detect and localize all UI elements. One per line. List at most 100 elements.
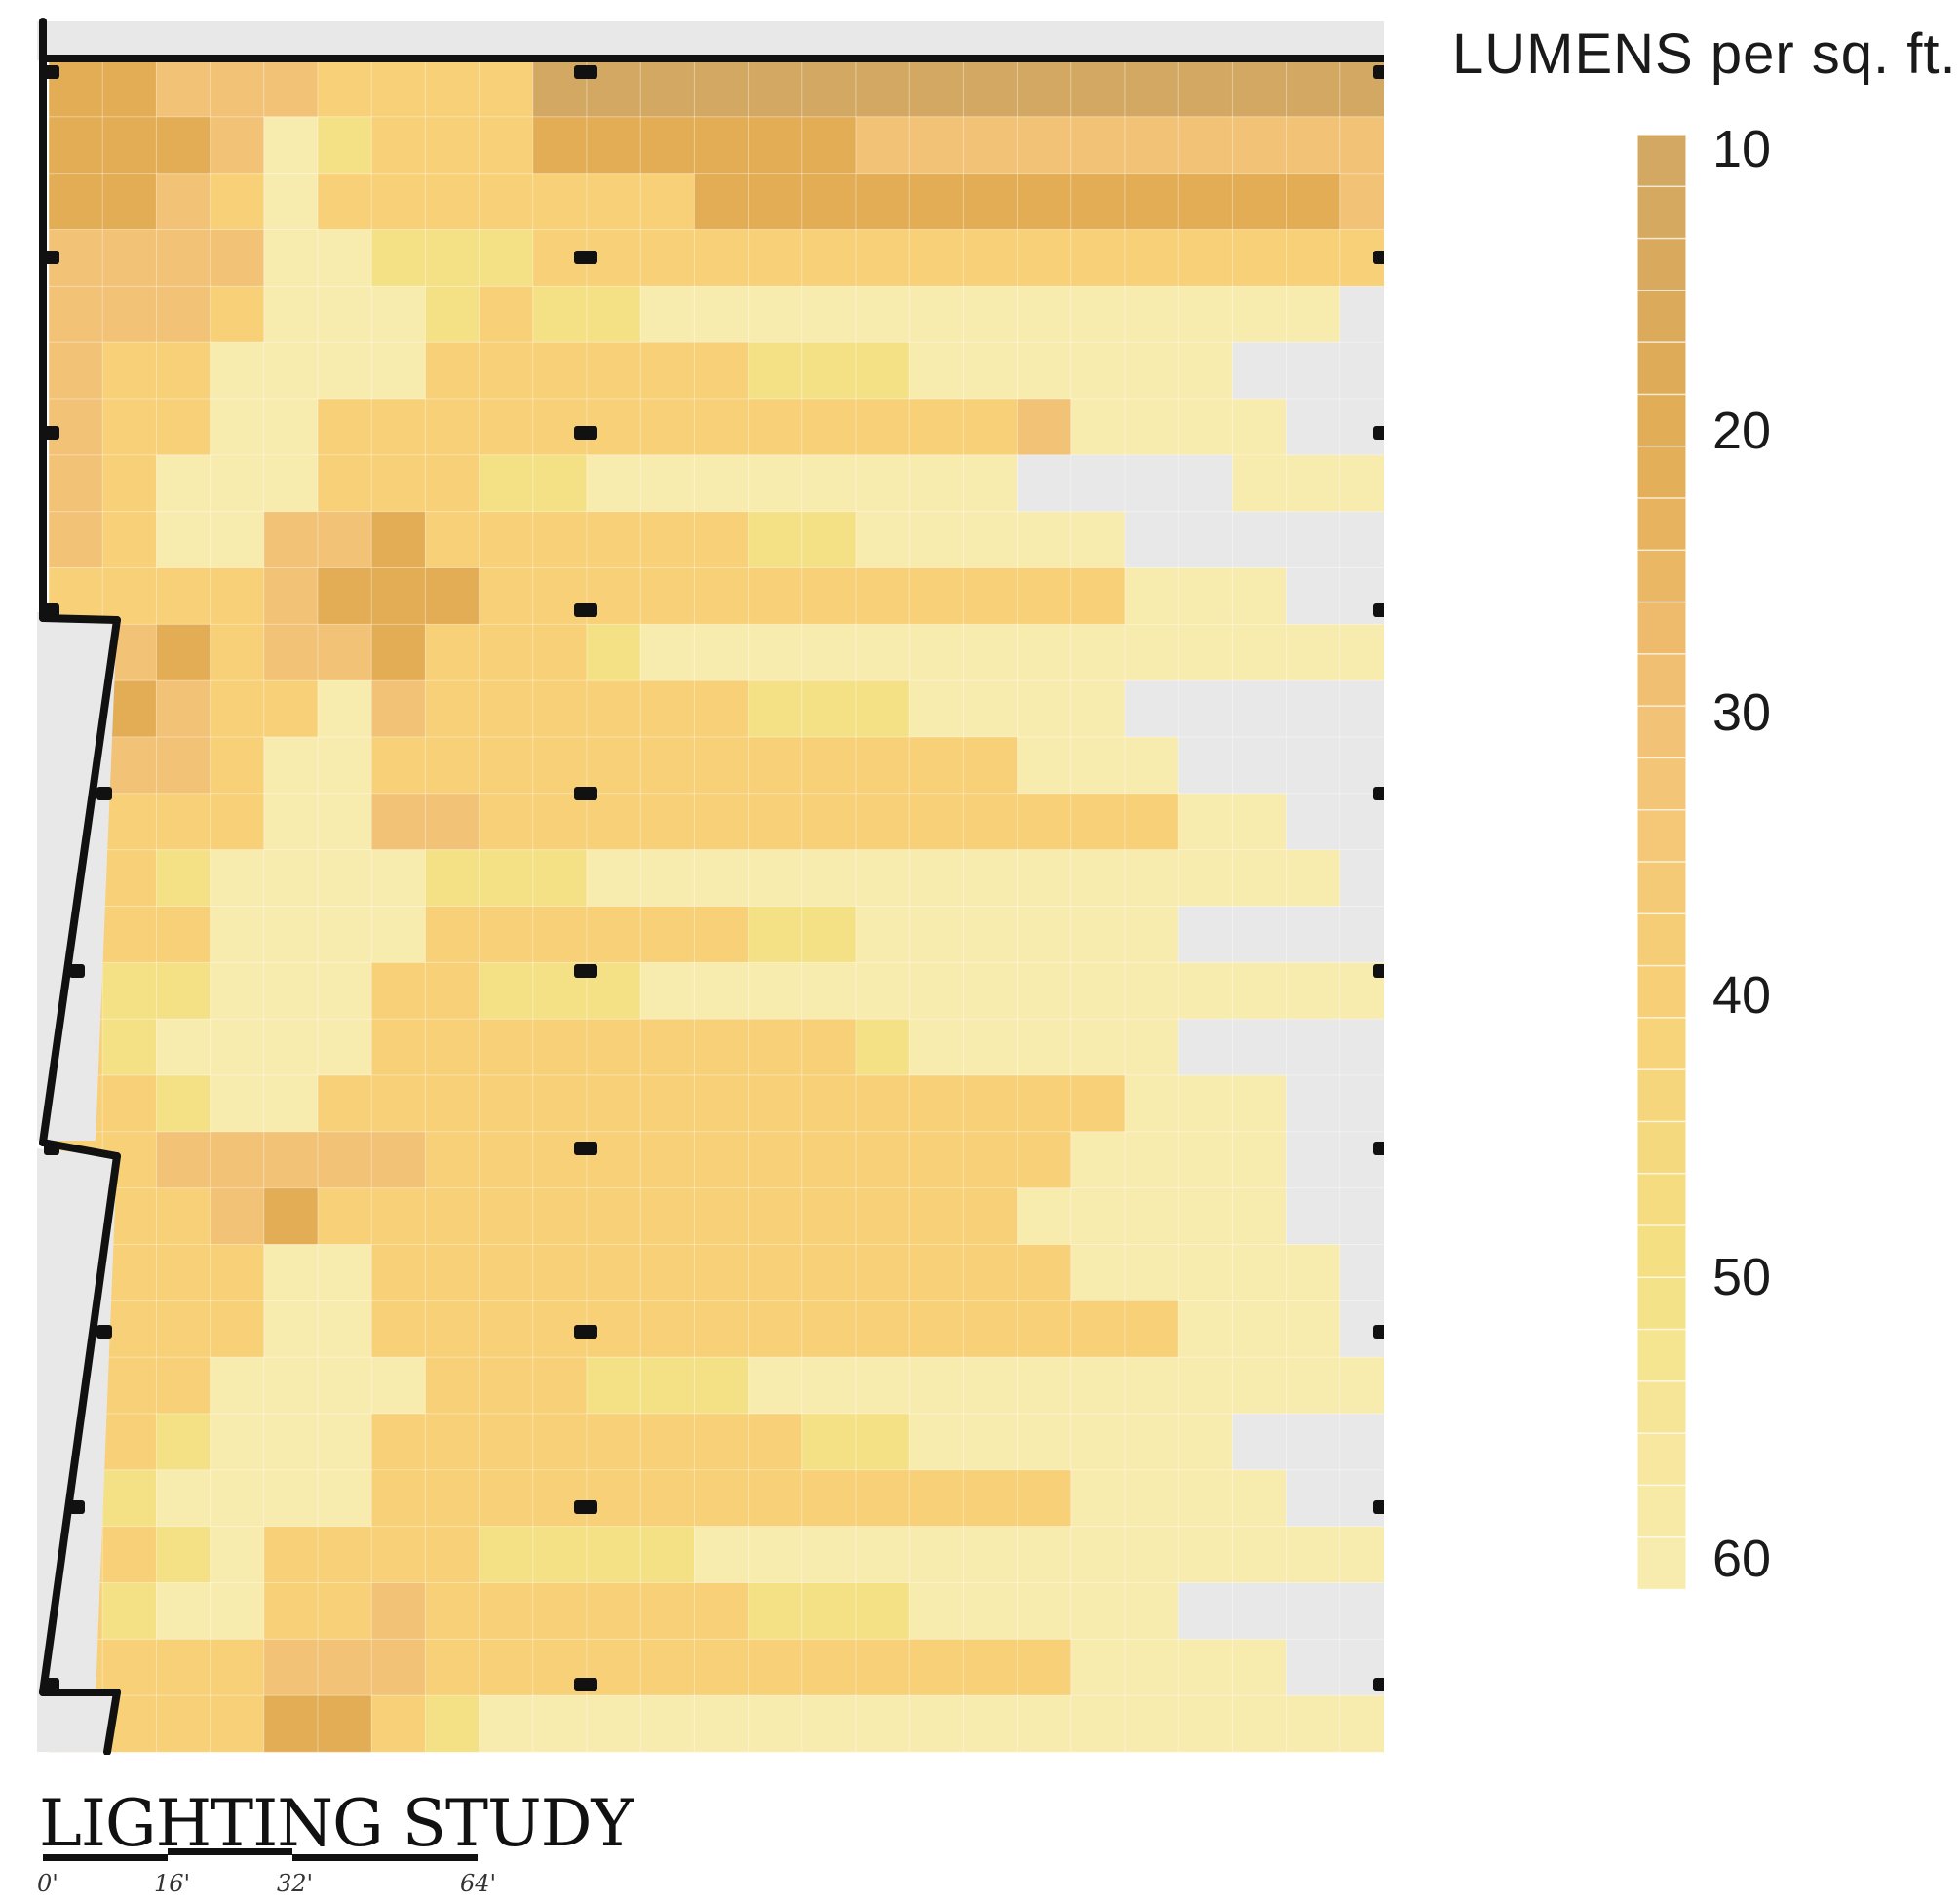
lumen-cell <box>748 454 803 513</box>
lumen-cell <box>1286 229 1341 288</box>
lumen-cell <box>639 1638 696 1696</box>
lumen-cell <box>1177 1469 1234 1528</box>
lumen-cell <box>1124 511 1179 569</box>
lumen-cell <box>101 1638 158 1696</box>
wall-line <box>39 616 121 1146</box>
lumen-cell <box>801 1074 857 1133</box>
lumen-cell <box>155 1187 211 1246</box>
lumen-cell <box>101 1074 158 1133</box>
lumen-cell <box>908 1131 965 1189</box>
lumen-cell <box>693 116 749 175</box>
lumen-cell <box>370 1187 427 1246</box>
column-marker <box>1373 65 1384 79</box>
scale-segment-2 <box>168 1848 292 1855</box>
lumen-cell <box>1339 1018 1384 1076</box>
legend-swatch <box>1637 1172 1686 1227</box>
lumen-cell <box>1124 1018 1179 1076</box>
lumen-cell <box>855 1131 910 1189</box>
lumen-cell <box>1124 229 1179 288</box>
lumen-cell <box>263 736 319 795</box>
lumen-cell <box>1231 1694 1287 1753</box>
lumen-cell <box>101 116 158 175</box>
lumen-cell <box>962 285 1018 343</box>
lumen-cell <box>532 511 588 569</box>
lumen-cell <box>693 173 749 231</box>
lumen-cell <box>424 849 480 908</box>
legend-swatch <box>1637 964 1686 1020</box>
lumen-cell <box>48 116 103 175</box>
lumen-cell <box>424 398 480 456</box>
lumen-cell <box>424 1244 480 1302</box>
legend-swatch <box>1637 601 1686 656</box>
legend-swatch <box>1637 290 1686 344</box>
lumen-cell <box>370 736 427 795</box>
lumen-cell <box>101 341 158 400</box>
lumen-cell <box>210 623 265 681</box>
lumen-cell <box>1231 341 1287 400</box>
lumen-cell <box>317 1187 372 1246</box>
lumen-cell <box>155 1638 211 1696</box>
lumen-cell <box>1231 1413 1287 1471</box>
lumen-cell <box>424 229 480 288</box>
lumen-cell <box>1017 567 1072 626</box>
lumen-cell <box>1339 623 1384 681</box>
lumen-cell <box>1286 1244 1341 1302</box>
column-marker <box>69 964 85 978</box>
lumen-cell <box>962 1582 1018 1641</box>
lumen-cell <box>639 1694 696 1753</box>
lumen-cell <box>263 567 319 626</box>
lumen-cell <box>155 567 211 626</box>
legend-swatch <box>1637 445 1686 500</box>
lumen-cell <box>48 173 103 231</box>
legend-swatch <box>1637 1535 1686 1591</box>
lumen-cell <box>532 736 588 795</box>
legend-swatch <box>1637 1432 1686 1487</box>
lumen-cell <box>693 454 749 513</box>
lumen-cell <box>1124 906 1179 964</box>
lumen-cell <box>532 849 588 908</box>
lumen-cell <box>586 1694 641 1753</box>
lumen-cell <box>532 1131 588 1189</box>
lumen-cell <box>1070 1187 1126 1246</box>
lumen-cell <box>210 906 265 964</box>
wall-line <box>103 1689 121 1755</box>
lumen-cell <box>1070 1694 1126 1753</box>
lumen-cell <box>317 1244 372 1302</box>
lumen-cell <box>210 511 265 569</box>
lumen-cell <box>424 906 480 964</box>
lumen-cell <box>855 173 910 231</box>
legend-swatch <box>1637 912 1686 967</box>
lumen-cell <box>532 1356 588 1415</box>
lumen-cell <box>1339 906 1384 964</box>
lumen-cell <box>1286 849 1341 908</box>
lumen-cell <box>263 454 319 513</box>
lumen-cell <box>908 1694 965 1753</box>
lumen-cell <box>748 341 803 400</box>
lumen-cell <box>317 511 372 569</box>
lumen-cell <box>479 1356 534 1415</box>
lumen-cell <box>210 116 265 175</box>
lumen-cell <box>1124 341 1179 400</box>
lumen-cell <box>210 285 265 343</box>
lumen-cell <box>317 1074 372 1133</box>
lumen-cell <box>48 511 103 569</box>
lumen-cell <box>424 1018 480 1076</box>
lumen-cell <box>1070 1018 1126 1076</box>
lumen-cell <box>479 679 534 738</box>
legend-label-50: 50 <box>1712 1247 1772 1306</box>
lumen-cell <box>962 961 1018 1020</box>
lumen-cell <box>48 341 103 400</box>
lumen-cell <box>586 736 641 795</box>
lumen-cell <box>1231 173 1287 231</box>
lumen-cell <box>210 1413 265 1471</box>
lumen-cell <box>479 849 534 908</box>
lumen-cell <box>317 961 372 1020</box>
lumen-cell <box>1177 961 1234 1020</box>
lumen-cell <box>908 1018 965 1076</box>
lumen-cell <box>370 229 427 288</box>
column-marker <box>1373 251 1384 264</box>
lumen-cell <box>962 906 1018 964</box>
lumen-cell <box>317 623 372 681</box>
lumen-cell <box>370 849 427 908</box>
lumen-cell <box>424 961 480 1020</box>
